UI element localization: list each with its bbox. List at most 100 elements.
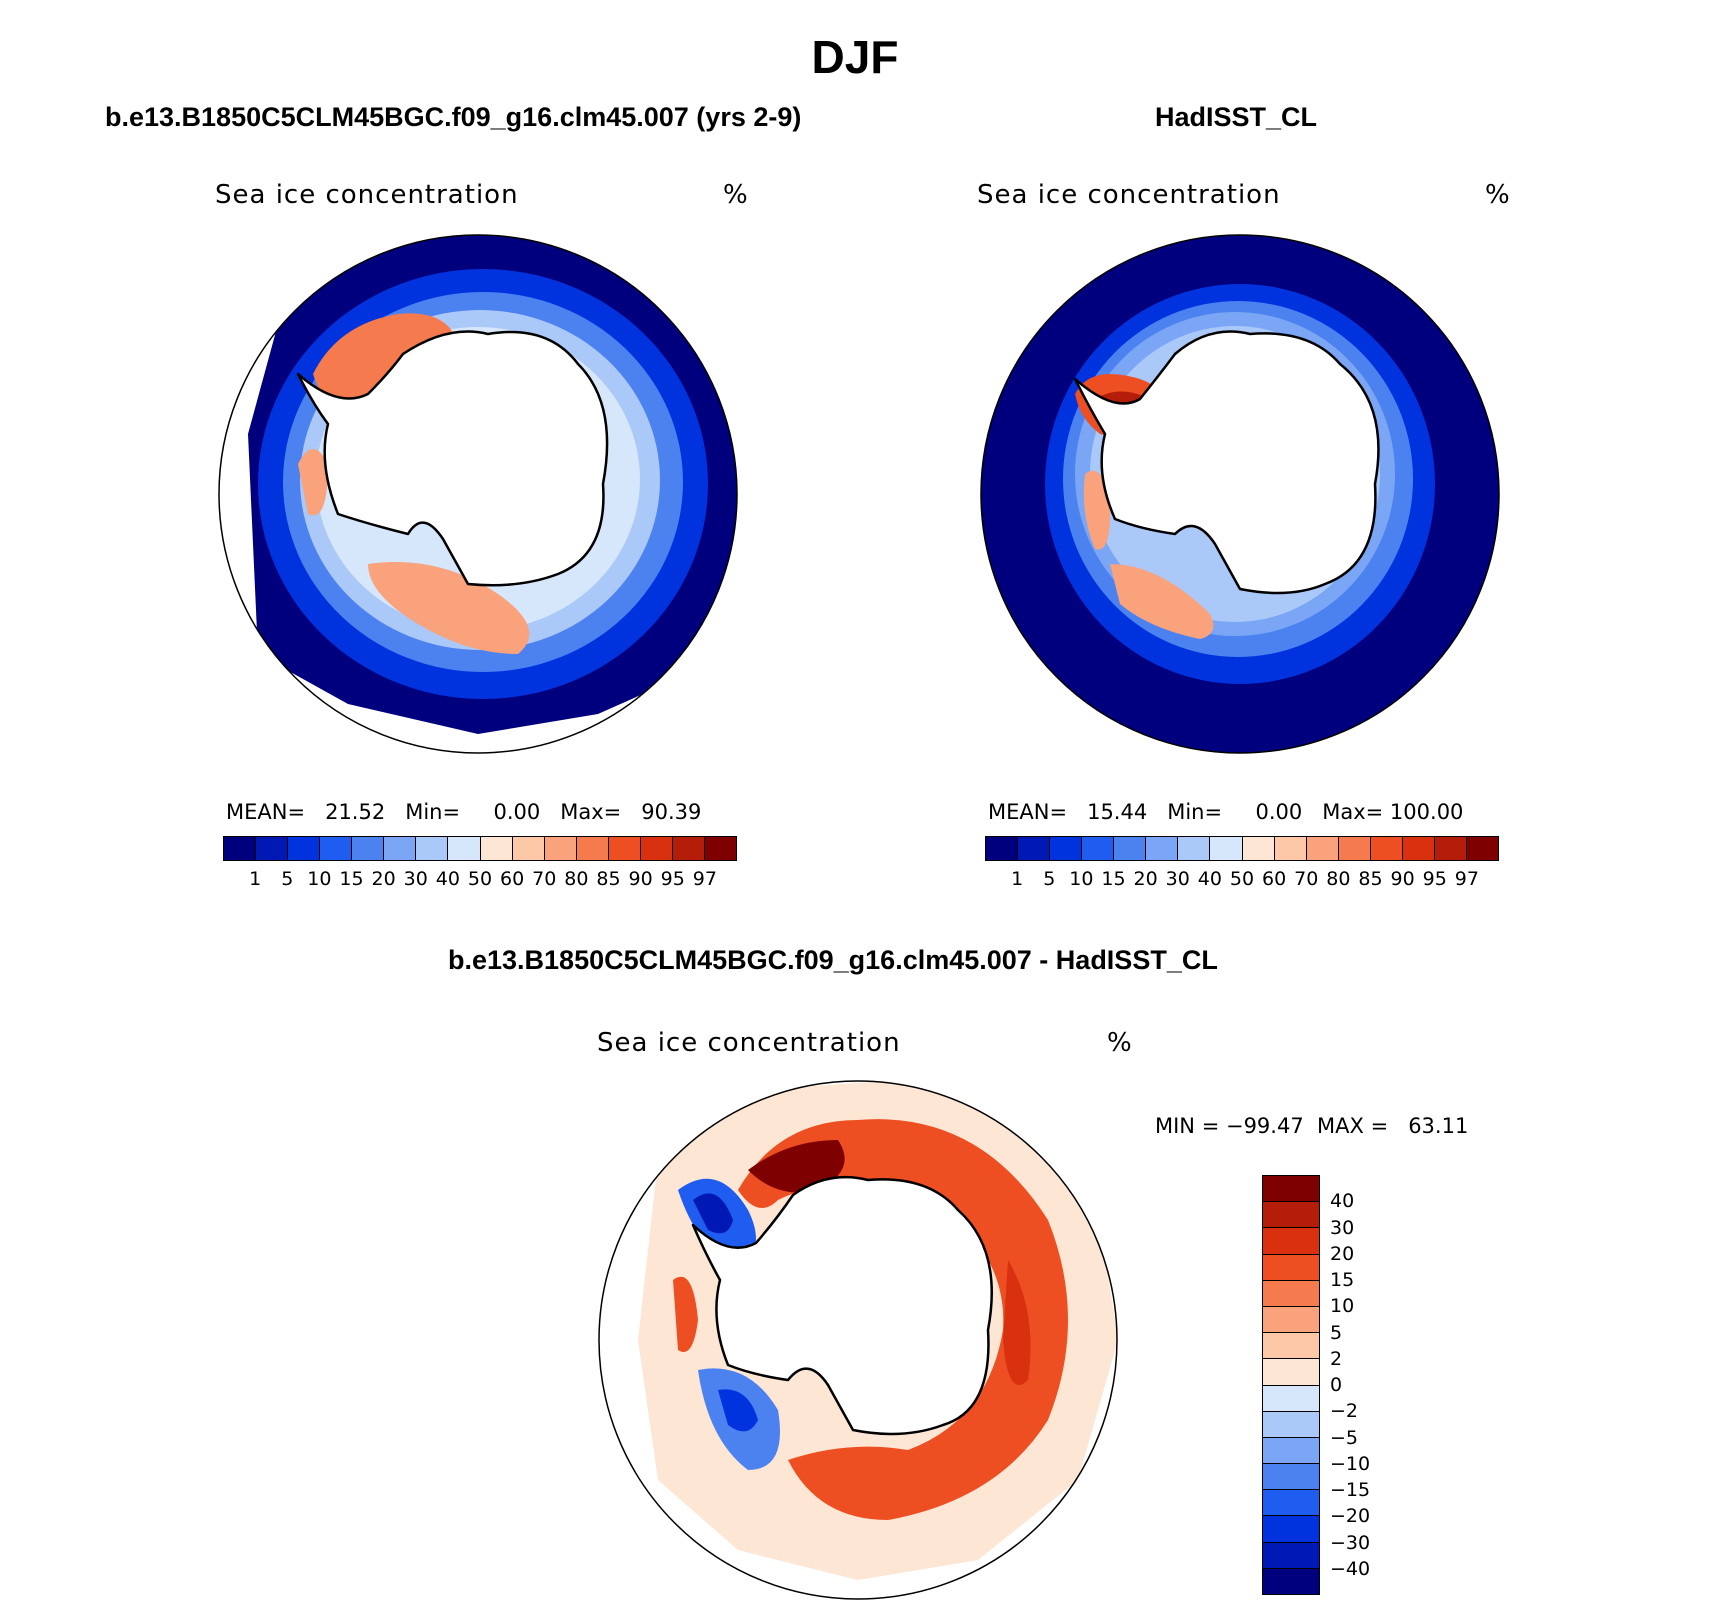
colorbar-swatch: [1263, 1359, 1319, 1386]
colorbar-tick: 10: [307, 868, 332, 890]
left-antarctica-continent: [296, 330, 609, 587]
colorbar-swatch: [1263, 1385, 1319, 1412]
colorbar-swatch: [576, 837, 609, 860]
left-stats: MEAN= 21.52 Min= 0.00 Max= 90.39: [226, 800, 702, 824]
colorbar-tick: 1: [249, 868, 262, 890]
left-colorbar: [223, 836, 737, 861]
diff-polar-map: [598, 1080, 1118, 1600]
colorbar-swatch: [384, 837, 417, 860]
right-units-label: %: [1485, 180, 1511, 210]
diff-map-boundary: [598, 1080, 1118, 1600]
colorbar-tick: 2: [1330, 1347, 1343, 1370]
colorbar-swatch: [1263, 1176, 1319, 1203]
colorbar-tick: 97: [1454, 868, 1479, 890]
colorbar-swatch: [1263, 1516, 1319, 1543]
colorbar-tick: 70: [532, 868, 557, 890]
colorbar-tick: −20: [1330, 1505, 1371, 1528]
diff-positive-ring: [738, 1119, 1068, 1520]
right-polar-map: [980, 234, 1500, 754]
colorbar-tick: 80: [564, 868, 589, 890]
diff-positive-east: [1003, 1260, 1031, 1385]
left-ice-high-amundsen: [298, 449, 328, 516]
colorbar-tick: −15: [1330, 1479, 1371, 1501]
colorbar-swatch: [512, 837, 545, 860]
colorbar-swatch: [416, 837, 449, 860]
colorbar-tick: 40: [435, 868, 460, 890]
colorbar-swatch: [1402, 837, 1435, 860]
right-ice-high-bellingshausen: [1083, 470, 1110, 550]
colorbar-tick: 80: [1326, 868, 1351, 890]
colorbar-swatch: [986, 837, 1019, 860]
colorbar-swatch: [672, 837, 705, 860]
colorbar-tick: −2: [1330, 1400, 1359, 1423]
right-stats: MEAN= 15.44 Min= 0.00 Max= 100.00: [988, 800, 1464, 824]
colorbar-tick: 15: [1101, 868, 1126, 890]
colorbar-tick: 1: [1011, 868, 1024, 890]
colorbar-tick: −40: [1330, 1557, 1371, 1580]
colorbar-tick: 85: [1358, 868, 1383, 890]
colorbar-swatch: [320, 837, 353, 860]
colorbar-swatch: [1146, 837, 1179, 860]
colorbar-tick: 70: [1294, 868, 1319, 890]
colorbar-tick: 5: [281, 868, 294, 890]
colorbar-tick: 40: [1197, 868, 1222, 890]
colorbar-swatch: [1082, 837, 1115, 860]
diff-negative-ross-inner: [718, 1389, 758, 1432]
diff-antarctica-continent: [691, 1175, 993, 1436]
colorbar-swatch: [1434, 837, 1467, 860]
colorbar-swatch: [1370, 837, 1403, 860]
right-antarctica-continent: [1073, 330, 1380, 595]
colorbar-tick: 85: [596, 868, 621, 890]
colorbar-tick: 20: [1330, 1242, 1355, 1265]
colorbar-tick: 10: [1069, 868, 1094, 890]
right-map-boundary: [980, 234, 1500, 754]
colorbar-swatch: [1263, 1254, 1319, 1281]
colorbar-tick: 5: [1330, 1321, 1343, 1344]
colorbar-swatch: [1263, 1306, 1319, 1334]
right-variable-label: Sea ice concentration: [977, 180, 1281, 210]
colorbar-tick: 60: [1262, 868, 1287, 890]
colorbar-tick: 10: [1330, 1295, 1355, 1318]
left-panel-title: b.e13.B1850C5CLM45BGC.f09_g16.clm45.007 …: [105, 102, 802, 132]
colorbar-swatch: [1263, 1333, 1319, 1360]
colorbar-tick: −10: [1330, 1452, 1371, 1475]
colorbar-tick: 30: [1330, 1216, 1355, 1239]
colorbar-tick: −30: [1330, 1531, 1371, 1554]
left-variable-label: Sea ice concentration: [215, 180, 519, 210]
figure-title: DJF: [811, 31, 899, 83]
colorbar-swatch: [1466, 837, 1498, 860]
colorbar-swatch: [1263, 1542, 1319, 1569]
colorbar-tick: 50: [1229, 868, 1255, 890]
diff-positive-core: [748, 1140, 845, 1193]
colorbar-swatch: [1263, 1490, 1319, 1517]
colorbar-swatch: [448, 837, 481, 860]
colorbar-tick: 30: [403, 868, 428, 890]
colorbar-tick: 20: [371, 868, 396, 890]
diff-units-label: %: [1107, 1028, 1133, 1058]
colorbar-tick: 15: [339, 868, 364, 890]
colorbar-swatch: [1018, 837, 1051, 860]
colorbar-tick: 95: [660, 868, 685, 890]
colorbar-swatch: [1242, 837, 1275, 860]
colorbar-swatch: [1114, 837, 1147, 860]
colorbar-tick: 5: [1043, 868, 1056, 890]
colorbar-tick: 50: [467, 868, 493, 890]
colorbar-swatch: [608, 837, 641, 860]
diff-positive-bellingshausen: [673, 1276, 698, 1352]
colorbar-tick: 40: [1330, 1190, 1355, 1213]
colorbar-swatch: [704, 837, 736, 860]
left-polar-map: [218, 234, 738, 754]
diff-negative-weddell-inner: [693, 1193, 733, 1234]
colorbar-tick: −5: [1330, 1426, 1359, 1449]
colorbar-tick: 60: [500, 868, 525, 890]
colorbar-swatch: [1306, 837, 1339, 860]
right-panel-title: HadISST_CL: [1155, 102, 1318, 132]
colorbar-swatch: [640, 837, 673, 860]
left-ice-high-ross: [368, 562, 530, 654]
colorbar-tick: 30: [1165, 868, 1190, 890]
colorbar-tick: 97: [692, 868, 717, 890]
colorbar-swatch: [1263, 1568, 1319, 1594]
